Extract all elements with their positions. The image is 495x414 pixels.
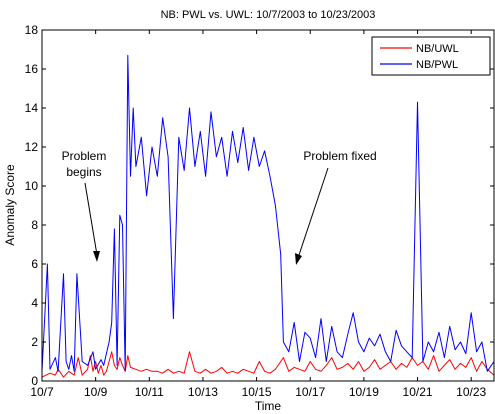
x-tick-label: 10/11 [135, 385, 164, 399]
y-tick-label: 2 [31, 335, 38, 349]
legend-label-nb-pwl: NB/PWL [416, 59, 458, 71]
annotation-fixed-text: Problem fixed [303, 149, 376, 163]
x-tick-label: 10/9 [84, 385, 108, 399]
x-tick-label: 10/21 [403, 385, 433, 399]
y-axis-label: Anomaly Score [3, 164, 17, 246]
x-tick-label: 10/15 [242, 385, 272, 399]
chart-title: NB: PWL vs. UWL: 10/7/2003 to 10/23/2003 [161, 9, 376, 21]
y-tick-label: 18 [25, 23, 39, 37]
y-tick-label: 14 [25, 101, 39, 115]
annotation-problem-begins: Problem begins [62, 149, 107, 262]
legend: NB/UWL NB/PWL [371, 36, 491, 76]
y-tick-label: 12 [25, 140, 39, 154]
y-tick-label: 4 [31, 296, 38, 310]
annotation-line-1: Problem [62, 149, 107, 163]
x-axis: 10/7 10/9 10/11 10/13 10/15 10/17 10/19 10/21 10… [30, 30, 487, 399]
annotation-arrow-fixed [297, 167, 329, 259]
legend-box [371, 36, 491, 76]
x-tick-label: 10/17 [295, 385, 325, 399]
series-line-nb-uwl [41, 351, 495, 378]
legend-label-nb-uwl: NB/UWL [416, 43, 459, 55]
x-tick-label: 10/23 [456, 385, 486, 399]
plot-area [42, 30, 494, 381]
arrow-head-fixed [295, 253, 302, 265]
annotation-line-2: begins [66, 165, 101, 179]
arrow-head-begins [93, 251, 100, 262]
y-tick-label: 6 [31, 257, 38, 271]
plot-frame [41, 29, 495, 382]
annotation-arrow-begins [84, 182, 98, 256]
y-axis: 0 2 4 6 8 10 12 14 16 18 [25, 23, 494, 388]
y-tick-label: 8 [31, 218, 38, 232]
annotation-problem-fixed: Problem fixed [295, 149, 377, 265]
y-tick-label: 0 [31, 374, 38, 388]
y-tick-label: 16 [25, 62, 39, 76]
series-layer [41, 54, 495, 378]
series-line-nb-pwl [41, 54, 495, 372]
x-tick-label: 10/19 [349, 385, 379, 399]
x-axis-label: Time [255, 399, 282, 413]
x-tick-label: 10/13 [188, 385, 218, 399]
x-tick-label: 10/7 [30, 385, 54, 399]
y-tick-label: 10 [25, 179, 39, 193]
